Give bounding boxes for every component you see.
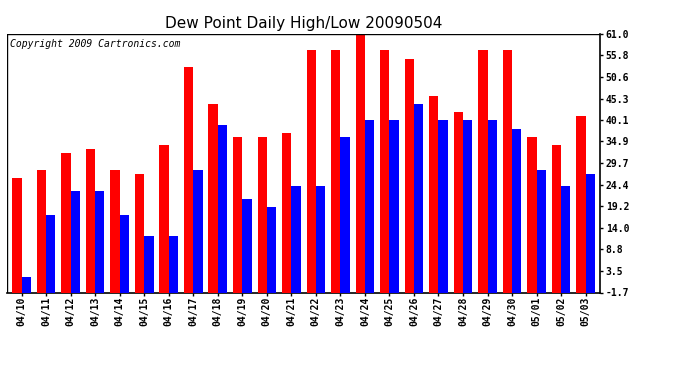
Bar [355,30,365,292]
Bar [119,215,129,292]
Bar [282,133,291,292]
Bar [576,116,586,292]
Bar [159,145,169,292]
Bar [291,186,301,292]
Bar [537,170,546,292]
Bar [453,112,463,292]
Bar [193,170,203,292]
Bar [233,137,242,292]
Bar [488,120,497,292]
Bar [527,137,537,292]
Bar [463,120,472,292]
Bar [267,207,276,292]
Bar [242,199,252,292]
Bar [414,104,423,292]
Bar [316,186,325,292]
Bar [70,190,80,292]
Bar [95,190,104,292]
Bar [429,96,438,292]
Bar [503,50,512,292]
Bar [380,50,389,292]
Bar [331,50,340,292]
Bar [438,120,448,292]
Bar [389,120,399,292]
Bar [208,104,218,292]
Bar [512,129,522,292]
Bar [37,170,46,292]
Text: Copyright 2009 Cartronics.com: Copyright 2009 Cartronics.com [10,39,180,49]
Bar [12,178,21,292]
Title: Dew Point Daily High/Low 20090504: Dew Point Daily High/Low 20090504 [165,16,442,31]
Bar [340,137,350,292]
Bar [135,174,144,292]
Bar [46,215,55,292]
Bar [61,153,70,292]
Bar [552,145,561,292]
Bar [218,124,227,292]
Bar [257,137,267,292]
Bar [144,236,154,292]
Bar [110,170,119,292]
Bar [184,67,193,292]
Bar [169,236,178,292]
Bar [561,186,571,292]
Bar [365,120,374,292]
Bar [21,277,31,292]
Bar [404,58,414,292]
Bar [306,50,316,292]
Bar [478,50,488,292]
Bar [86,149,95,292]
Bar [586,174,595,292]
